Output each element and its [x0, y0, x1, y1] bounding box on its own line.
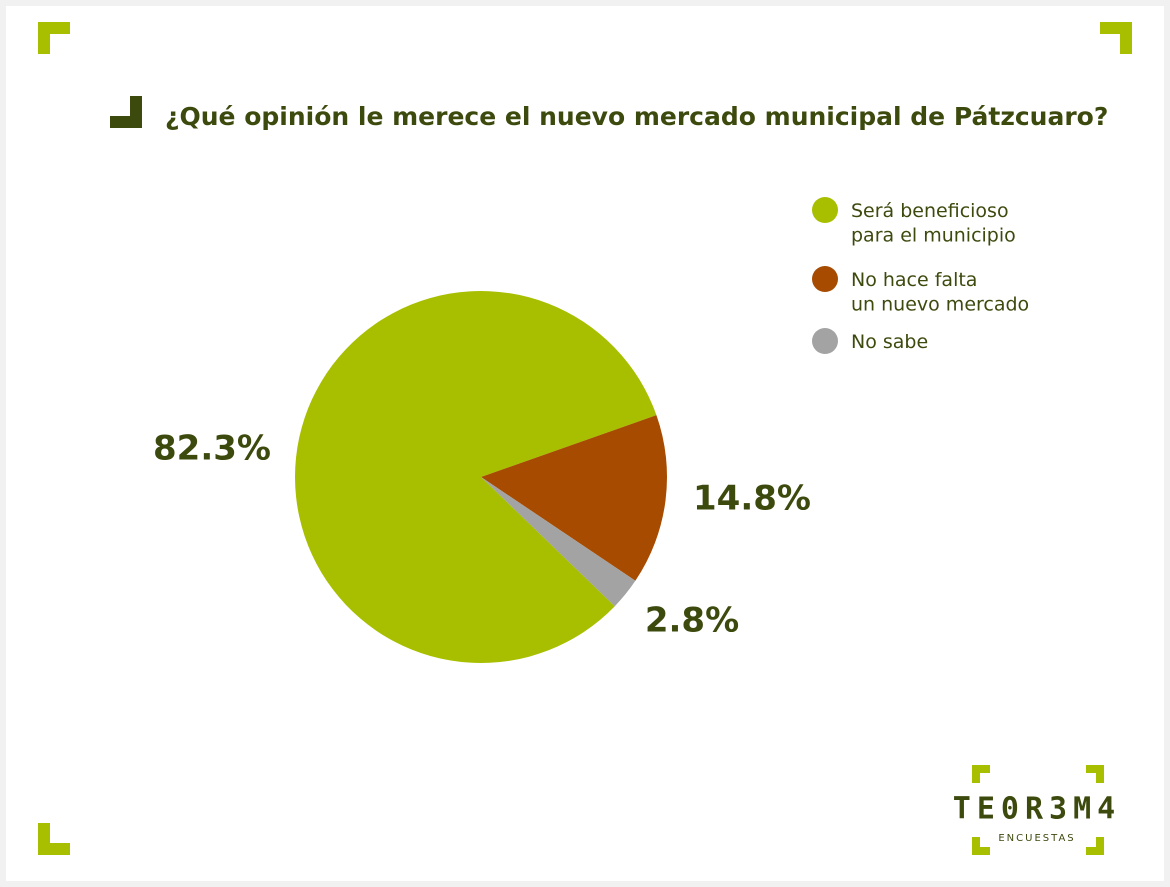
pie-slice [481, 477, 636, 607]
logo: TE0R3M4 [953, 792, 1121, 827]
legend-label: No sabe [851, 331, 928, 353]
legend-label: Será beneficioso para el municipio [851, 200, 1016, 247]
logo-tagline: ENCUESTAS [998, 833, 1075, 844]
pie-slice [295, 291, 657, 664]
pie-slice [481, 415, 667, 581]
legend-label: No hace falta un nuevo mercado [851, 269, 1029, 316]
title-icon [110, 96, 142, 128]
corner-brackets [38, 22, 1132, 855]
chart-title: ¿Qué opinión le merece el nuevo mercado … [165, 102, 1108, 131]
legend-swatch [812, 197, 838, 223]
value-label: 14.8% [693, 479, 811, 519]
legend-swatch [812, 328, 838, 354]
value-label: 2.8% [645, 601, 739, 641]
legend-swatch [812, 266, 838, 292]
value-label: 82.3% [153, 429, 271, 469]
